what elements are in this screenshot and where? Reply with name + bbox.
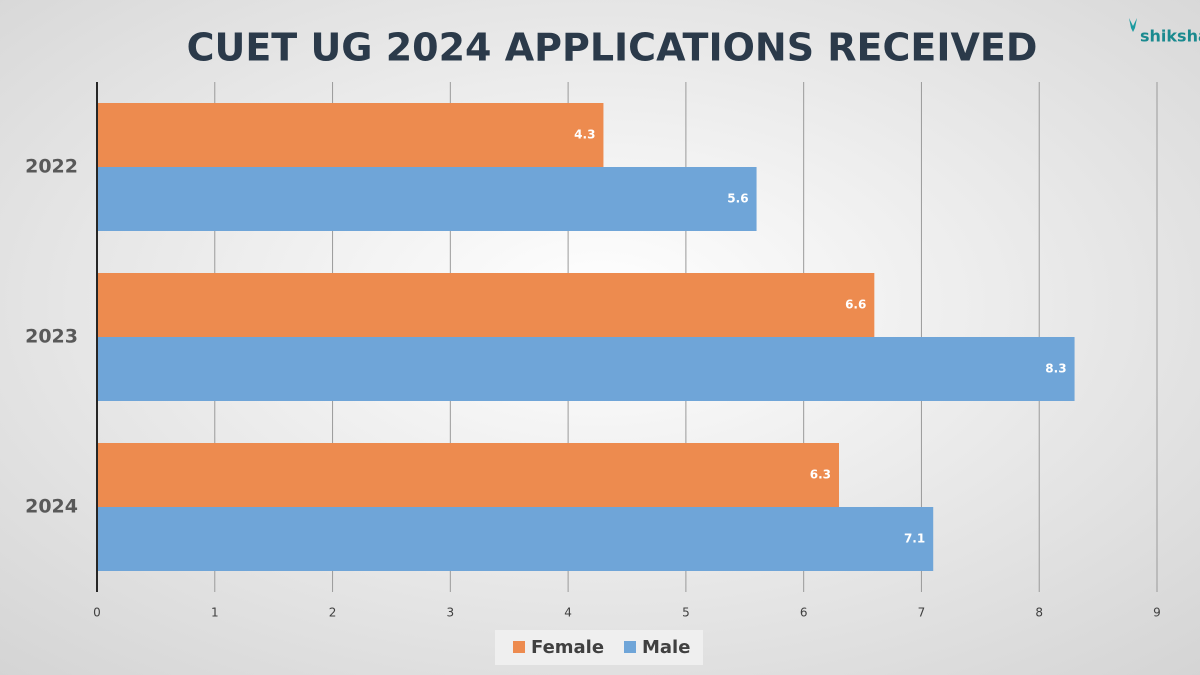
bar xyxy=(97,273,875,337)
x-tick-label: 7 xyxy=(918,606,926,620)
x-tick-label: 9 xyxy=(1153,606,1161,620)
legend-swatch xyxy=(513,641,525,653)
value-label: 8.3 xyxy=(1045,362,1066,376)
legend xyxy=(495,630,703,665)
bar xyxy=(97,167,757,231)
x-tick-label: 0 xyxy=(93,606,101,620)
x-tick-label: 8 xyxy=(1035,606,1043,620)
legend-label: Male xyxy=(642,637,690,658)
x-tick-label: 5 xyxy=(682,606,690,620)
bar xyxy=(97,337,1075,401)
chart-title: CUET UG 2024 APPLICATIONS RECEIVED xyxy=(187,26,1038,70)
bar xyxy=(97,443,839,507)
x-tick-label: 6 xyxy=(800,606,808,620)
value-label: 5.6 xyxy=(727,192,748,206)
x-tick-label: 3 xyxy=(447,606,455,620)
value-label: 7.1 xyxy=(904,532,925,546)
value-label: 4.3 xyxy=(574,128,595,142)
y-tick-label: 2022 xyxy=(25,156,78,178)
value-label: 6.6 xyxy=(845,298,866,312)
logo-text: shiksha xyxy=(1140,27,1200,46)
y-tick-label: 2024 xyxy=(25,496,78,518)
logo-icon xyxy=(1129,18,1137,32)
x-tick-label: 1 xyxy=(211,606,219,620)
bar xyxy=(97,507,934,571)
y-tick-label: 2023 xyxy=(25,326,78,348)
value-label: 6.3 xyxy=(810,468,831,482)
x-tick-label: 2 xyxy=(329,606,337,620)
x-tick-label: 4 xyxy=(564,606,572,620)
legend-label: Female xyxy=(531,637,604,658)
legend-swatch xyxy=(624,641,636,653)
bar xyxy=(97,103,604,167)
